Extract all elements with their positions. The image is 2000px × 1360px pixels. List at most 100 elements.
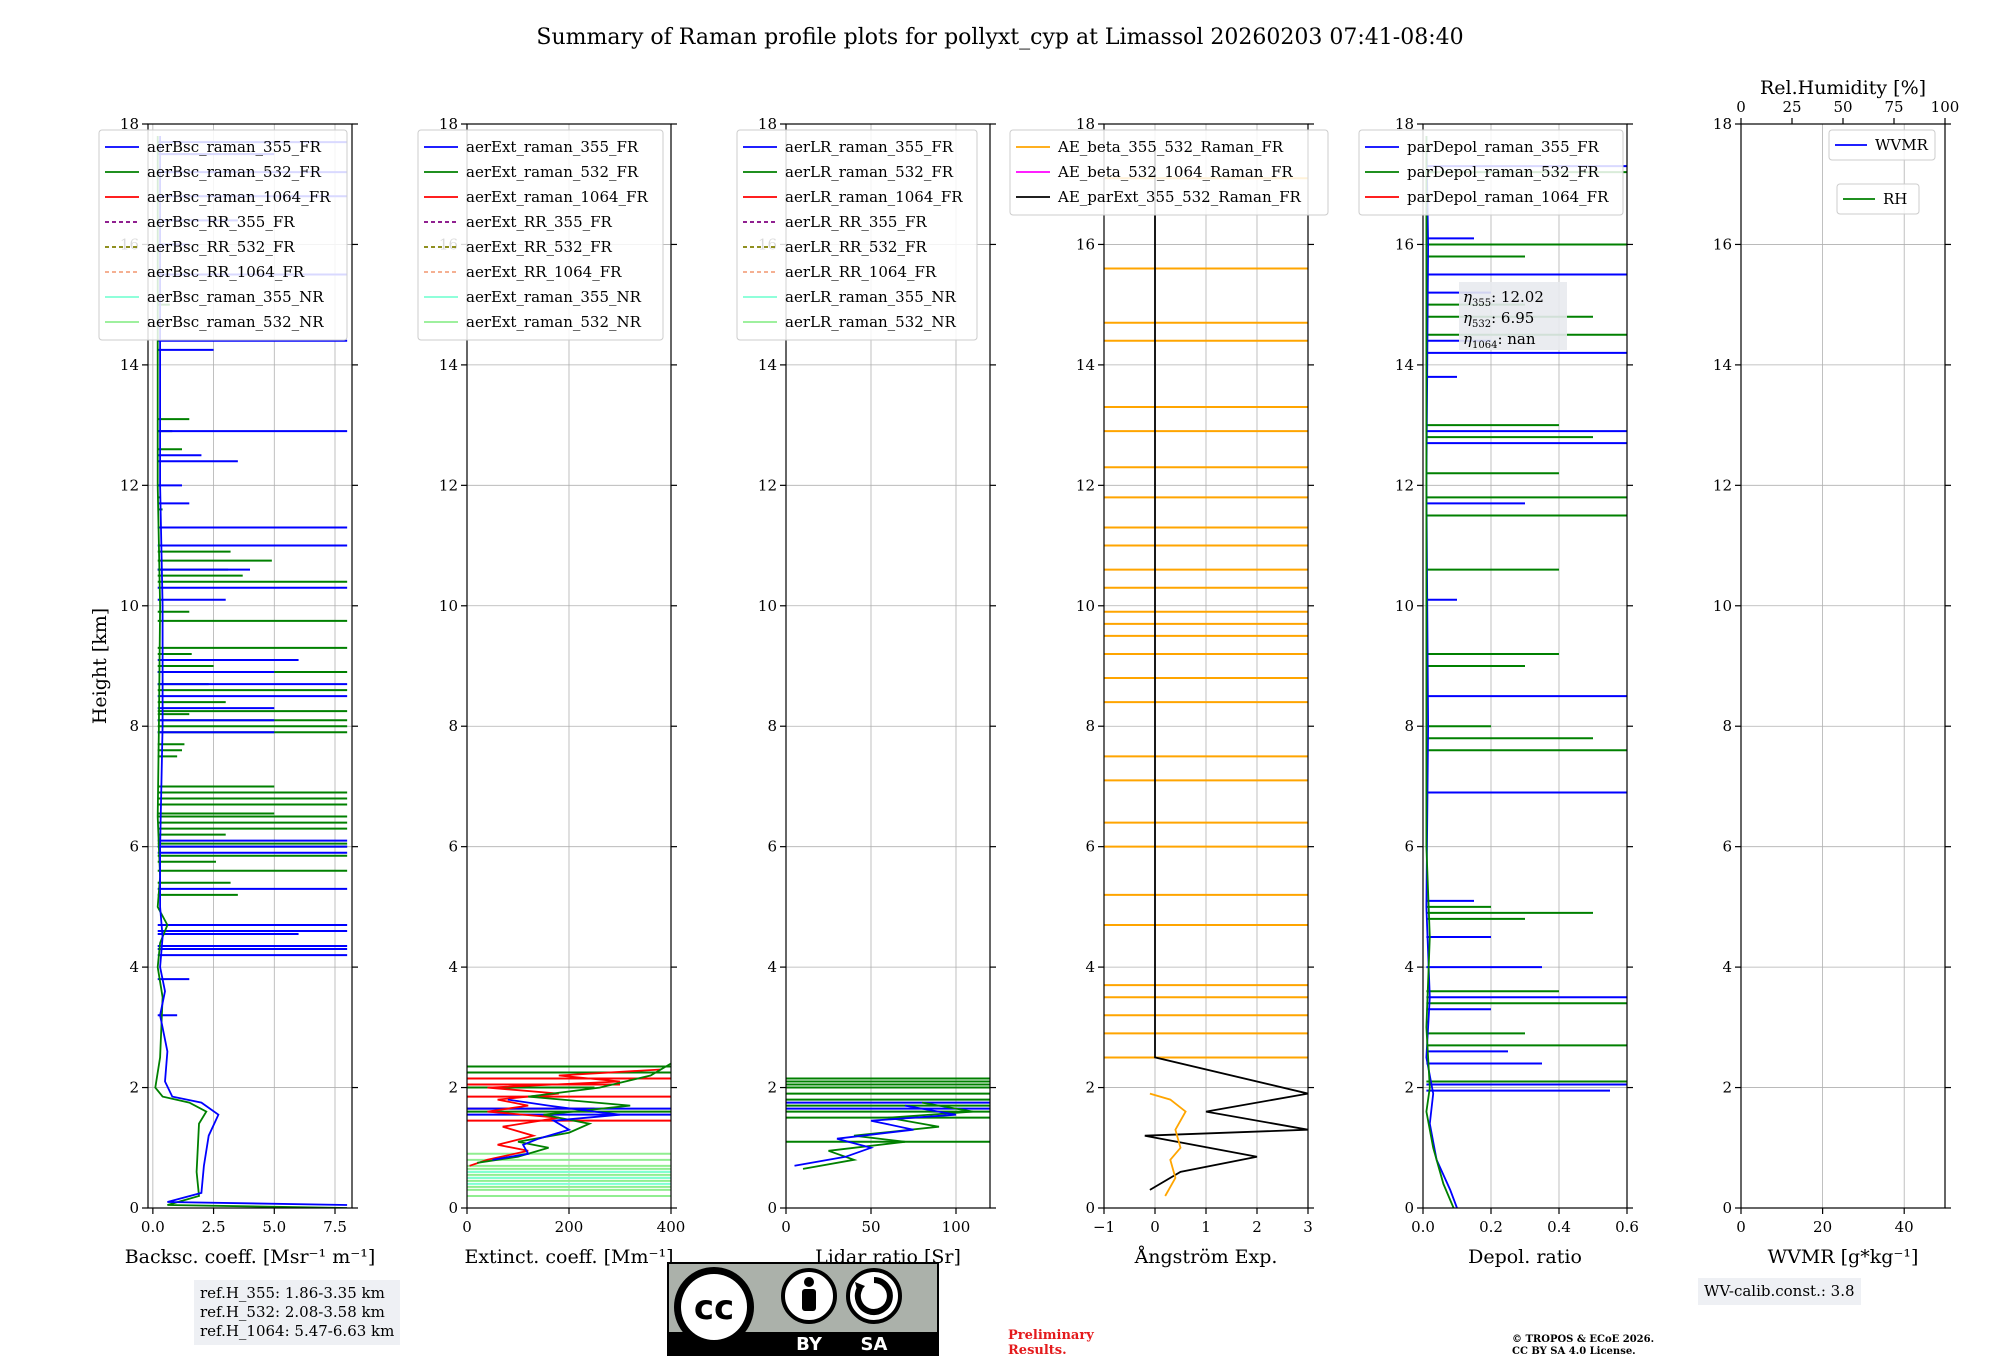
wv-calib-const: WV-calib.const.: 3.8: [1704, 1282, 1855, 1300]
xtick-label: 3: [1303, 1218, 1313, 1236]
eta-annotation: η1064: nan: [1463, 330, 1536, 351]
ytick-label: 18: [1713, 115, 1732, 133]
axes-frame: [785, 123, 991, 1209]
ytick-label: 4: [1404, 958, 1414, 976]
top-tick-label: 0: [1736, 98, 1746, 116]
legend-entry: aerLR_raman_532_NR: [785, 313, 956, 331]
top-tick-label: 25: [1782, 98, 1801, 116]
legend-entry: aerExt_RR_355_FR: [466, 213, 613, 231]
xtick-label: 400: [657, 1218, 686, 1236]
legend-entry: aerBsc_RR_355_FR: [147, 213, 295, 231]
legend-frame: [736, 129, 978, 341]
ytick-label: 0: [1722, 1199, 1732, 1217]
legend-entry: RH: [1883, 190, 1907, 208]
xtick-label: 0: [781, 1218, 791, 1236]
ytick-label: 10: [120, 597, 139, 615]
cc-sa-label: SA: [861, 1334, 888, 1354]
ytick-label: 10: [1395, 597, 1414, 615]
x-axis-label: Extinct. coeff. [Mm⁻¹]: [464, 1246, 673, 1268]
x-axis-label: Depol. ratio: [1468, 1246, 1582, 1268]
ytick-label: 6: [767, 838, 777, 856]
ytick-label: 12: [439, 476, 458, 494]
ytick-label: 14: [1713, 356, 1732, 374]
ytick-label: 8: [767, 717, 777, 735]
xtick-label: 1: [1201, 1218, 1211, 1236]
cc-by-label: BY: [796, 1334, 823, 1354]
ytick-label: 10: [439, 597, 458, 615]
legend-frame: [1358, 129, 1624, 216]
legend-entry: aerExt_raman_532_FR: [466, 163, 639, 181]
legend-entry: parDepol_raman_1064_FR: [1407, 188, 1609, 206]
ytick-label: 12: [1395, 476, 1414, 494]
ytick-label: 16: [1713, 235, 1732, 253]
ytick-label: 14: [1076, 356, 1095, 374]
axes-frame: [1422, 123, 1628, 1209]
xtick-label: 0: [1736, 1218, 1746, 1236]
legend-entry: aerBsc_raman_532_FR: [147, 163, 322, 181]
profile-green: [154, 136, 348, 1208]
xtick-label: 0.4: [1547, 1218, 1571, 1236]
panel-ext: 0246810121416180200400Extinct. coeff. [M…: [417, 115, 686, 1268]
legend-entry: WVMR: [1875, 136, 1929, 154]
refh-355: ref.H_355: 1.86-3.35 km: [200, 1284, 385, 1302]
xtick-label: 0.6: [1615, 1218, 1639, 1236]
legend-entry: aerLR_RR_532_FR: [785, 238, 927, 256]
legend-entry: aerExt_raman_532_NR: [466, 313, 642, 331]
legend: WVMR RH: [1828, 129, 1936, 215]
ytick-label: 4: [448, 958, 458, 976]
legend-frame: [1828, 129, 1936, 161]
ytick-label: 0: [767, 1199, 777, 1217]
grid-lines: [1740, 123, 1945, 1209]
legend-entry: aerLR_raman_355_FR: [785, 138, 954, 156]
legend-entry: aerExt_RR_532_FR: [466, 238, 613, 256]
xtick-label: 200: [555, 1218, 584, 1236]
profile-blue: [159, 136, 348, 1206]
wv-calib-box: WV-calib.const.: 3.8: [1698, 1278, 1861, 1305]
x-axis-label: Ångström Exp.: [1134, 1246, 1278, 1268]
ytick-label: 8: [1404, 717, 1414, 735]
legend-entry: aerExt_raman_355_NR: [466, 288, 642, 306]
ytick-label: 2: [129, 1079, 139, 1097]
ytick-label: 2: [1722, 1079, 1732, 1097]
legend-entry: aerLR_RR_1064_FR: [785, 263, 937, 281]
legend-entry: aerBsc_raman_355_NR: [147, 288, 324, 306]
legend-entry: parDepol_raman_355_FR: [1407, 138, 1600, 156]
profile-green: [1425, 136, 1455, 1208]
ytick-label: 6: [448, 838, 458, 856]
xtick-label: 50: [861, 1218, 880, 1236]
legend: parDepol_raman_355_FR parDepol_raman_532_…: [1358, 129, 1624, 216]
ytick-label: 8: [1722, 717, 1732, 735]
axes-frame: [147, 123, 353, 1209]
legend-entry: AE_beta_532_1064_Raman_FR: [1057, 163, 1293, 181]
ytick-label: 16: [1076, 235, 1095, 253]
ytick-label: 2: [448, 1079, 458, 1097]
ytick-label: 2: [1085, 1079, 1095, 1097]
ytick-label: 18: [120, 115, 139, 133]
legend-entry: aerExt_raman_355_FR: [466, 138, 639, 156]
profile-blue: [1425, 135, 1458, 1208]
ytick-label: 18: [1076, 115, 1095, 133]
ytick-label: 6: [1722, 838, 1732, 856]
ytick-label: 14: [1395, 356, 1414, 374]
refh-1064: ref.H_1064: 5.47-6.63 km: [200, 1322, 395, 1340]
xtick-label: 7.5: [323, 1218, 347, 1236]
legend: aerBsc_raman_355_FR aerBsc_raman_532_FRae…: [98, 129, 348, 341]
cc-license-badge: cc BY SA: [667, 1262, 939, 1356]
ytick-label: 8: [1085, 717, 1095, 735]
data-layer: [786, 1077, 990, 1170]
panel-lr: 024681012141618050100Lidar ratio [Sr]aer…: [736, 115, 996, 1268]
ytick-label: 18: [1395, 115, 1414, 133]
eta-annotation: η355: 12.02: [1463, 288, 1544, 309]
ytick-label: 12: [120, 476, 139, 494]
top-axis-label: Rel.Humidity [%]: [1760, 77, 1926, 99]
ytick-label: 18: [758, 115, 777, 133]
top-tick-label: 50: [1833, 98, 1852, 116]
axes-frame: [1740, 123, 1946, 1209]
refh-532: ref.H_532: 2.08-3.58 km: [200, 1303, 385, 1321]
ytick-label: 6: [1404, 838, 1414, 856]
legend-entry: aerBsc_raman_1064_FR: [147, 188, 331, 206]
